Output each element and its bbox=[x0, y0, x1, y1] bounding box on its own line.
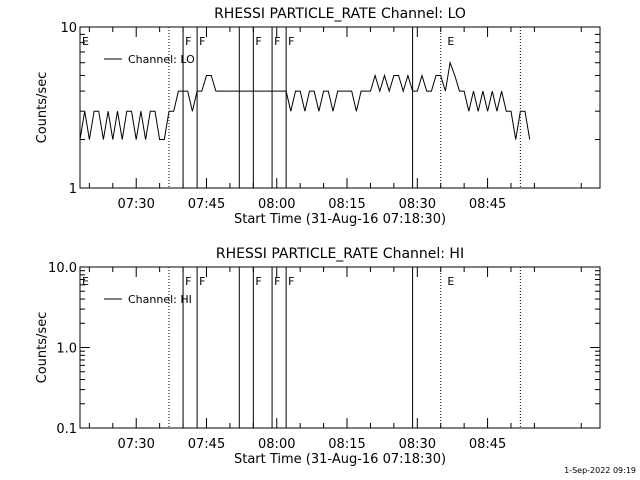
y-tick-label: 10 bbox=[60, 21, 77, 36]
event-marker-label: F bbox=[199, 275, 205, 288]
y-tick-label: 1 bbox=[69, 182, 77, 197]
x-tick-label: 08:00 bbox=[258, 197, 295, 212]
event-marker-label: F bbox=[185, 35, 191, 48]
chart-title: RHESSI PARTICLE_RATE Channel: LO bbox=[214, 6, 466, 22]
event-marker-label: E bbox=[447, 35, 454, 48]
event-marker-label: F bbox=[185, 275, 191, 288]
lo-channel-panel: RHESSI PARTICLE_RATE Channel: LO 1 10 07:30… bbox=[35, 6, 601, 227]
plot-frame bbox=[79, 26, 601, 189]
x-tick-label: 08:15 bbox=[328, 197, 365, 212]
y-axis-label: Counts/sec bbox=[35, 312, 50, 384]
y-tick-label: 0.1 bbox=[56, 422, 77, 437]
x-tick-label: 07:45 bbox=[188, 437, 225, 452]
event-marker-label: E bbox=[82, 275, 89, 288]
legend-label: Channel: LO bbox=[128, 53, 195, 66]
event-marker-label: F bbox=[288, 35, 294, 48]
event-marker-label: E bbox=[447, 275, 454, 288]
series-line bbox=[79, 60, 531, 140]
y-axis-label: Counts/sec bbox=[35, 72, 50, 144]
footer-timestamp: 1-Sep-2022 09:19 bbox=[564, 466, 636, 475]
legend-label: Channel: HI bbox=[128, 293, 192, 306]
x-tick-label: 08:45 bbox=[469, 197, 506, 212]
x-tick-label: 08:30 bbox=[399, 197, 436, 212]
x-tick-label: 07:30 bbox=[117, 437, 154, 452]
event-marker-label: F bbox=[255, 35, 261, 48]
x-tick-label: 08:45 bbox=[469, 437, 506, 452]
event-marker-label: F bbox=[288, 275, 294, 288]
y-tick-label: 1.0 bbox=[56, 342, 77, 357]
chart-title: RHESSI PARTICLE_RATE Channel: HI bbox=[216, 246, 464, 262]
y-tick-label: 10.0 bbox=[48, 261, 77, 276]
event-marker-label: F bbox=[274, 35, 280, 48]
plot-frame bbox=[79, 266, 601, 429]
event-marker-label: F bbox=[255, 275, 261, 288]
x-tick-label: 07:30 bbox=[117, 197, 154, 212]
event-marker-label: F bbox=[274, 275, 280, 288]
x-tick-label: 08:30 bbox=[399, 437, 436, 452]
x-tick-label: 07:45 bbox=[188, 197, 225, 212]
x-axis-label: Start Time (31-Aug-16 07:18:30) bbox=[234, 452, 446, 467]
event-marker-label: F bbox=[199, 35, 205, 48]
event-marker-label: E bbox=[82, 35, 89, 48]
x-tick-label: 08:15 bbox=[328, 437, 365, 452]
x-axis-label: Start Time (31-Aug-16 07:18:30) bbox=[234, 212, 446, 227]
x-tick-label: 08:00 bbox=[258, 437, 295, 452]
hi-channel-panel: RHESSI PARTICLE_RATE Channel: HI 0.1 1.0 10… bbox=[35, 246, 601, 467]
